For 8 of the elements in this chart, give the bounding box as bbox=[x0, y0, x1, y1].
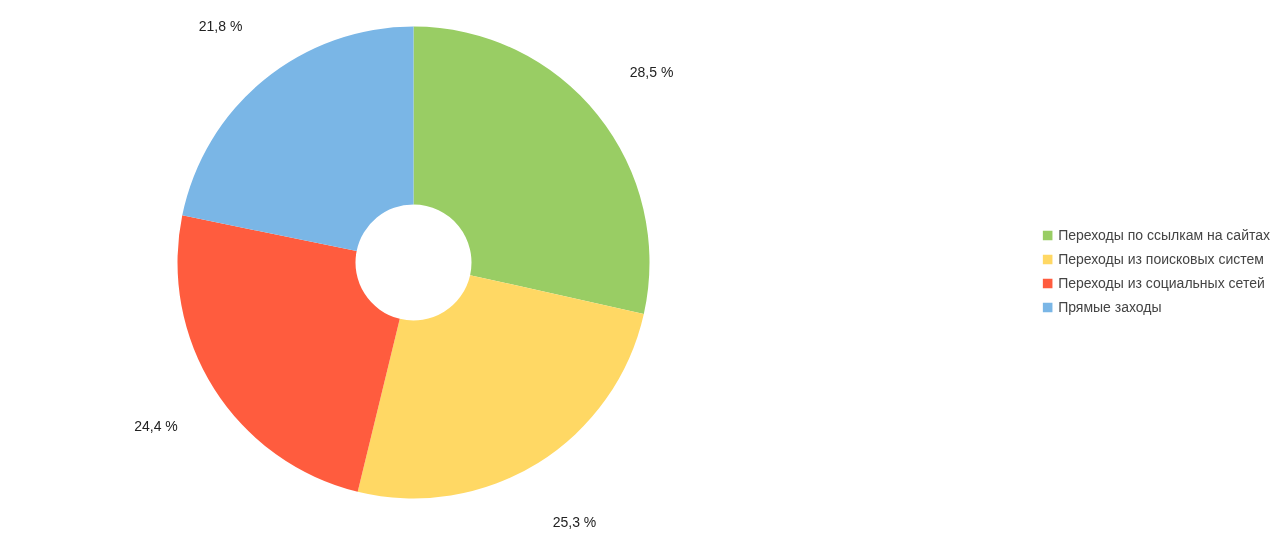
legend-label: Прямые заходы bbox=[1058, 299, 1162, 315]
legend-label: Переходы по ссылкам на сайтах bbox=[1058, 227, 1270, 243]
legend-label: Переходы из поисковых систем bbox=[1058, 251, 1264, 267]
data-label: 24,4 % bbox=[134, 417, 178, 434]
data-label: 21,8 % bbox=[198, 18, 243, 35]
data-label: 28,5 % bbox=[629, 63, 674, 80]
data-label: 25,3 % bbox=[552, 513, 597, 530]
legend-label: Переходы из социальных сетей bbox=[1058, 275, 1265, 291]
